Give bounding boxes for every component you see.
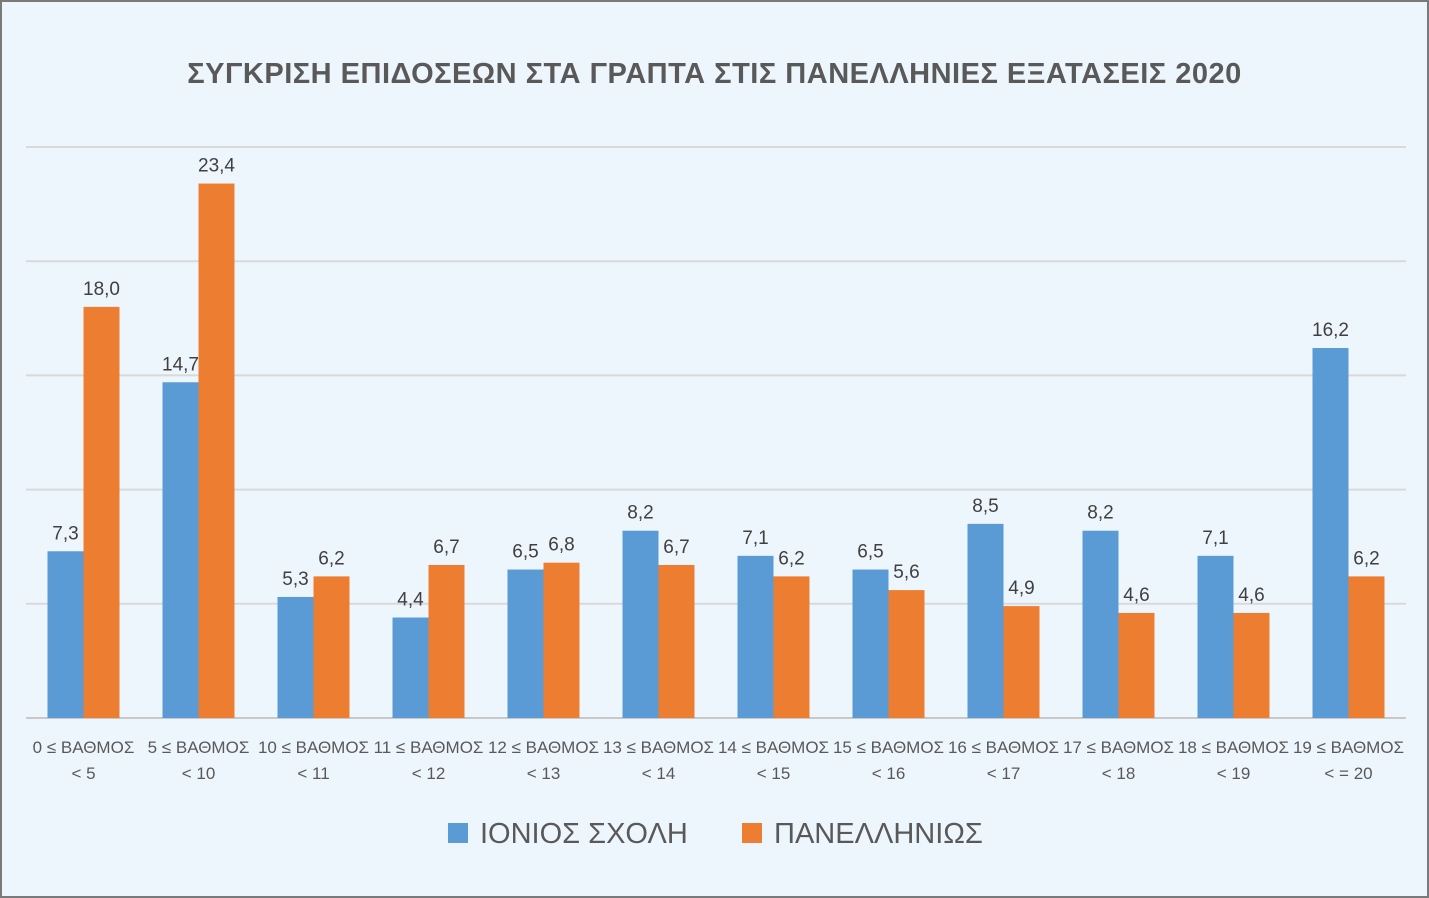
data-label: 6,8 (548, 535, 574, 556)
bar-ionios (47, 551, 84, 718)
legend-label: ΠΑΝΕΛΛΗΝΙΩΣ (774, 818, 983, 850)
bar-panellinios (658, 564, 695, 718)
bar-panellinios (1233, 612, 1270, 718)
data-label: 4,9 (1008, 578, 1034, 599)
x-tick-label: 0 ≤ ΒΑΘΜΟΣ (33, 738, 135, 757)
bar-ionios (967, 523, 1004, 718)
x-tick-label: < 14 (642, 764, 676, 783)
bar-panellinios (773, 576, 810, 718)
x-tick-label: 17 ≤ ΒΑΘΜΟΣ (1063, 738, 1174, 757)
x-tick-label: < 15 (757, 764, 791, 783)
x-tick-label: < 17 (987, 764, 1021, 783)
legend-swatch (742, 823, 762, 843)
bar-ionios (1312, 347, 1349, 718)
x-tick-label: 18 ≤ ΒΑΘΜΟΣ (1178, 738, 1289, 757)
data-label: 7,3 (52, 523, 78, 544)
data-label: 14,7 (162, 354, 199, 375)
bar-panellinios (1348, 576, 1385, 718)
data-label: 4,6 (1123, 585, 1149, 606)
data-label: 16,2 (1312, 320, 1349, 341)
bar-ionios (507, 569, 544, 718)
x-tick-label: < 10 (182, 764, 216, 783)
x-tick-label: 12 ≤ ΒΑΘΜΟΣ (488, 738, 599, 757)
bar-ionios (622, 530, 659, 718)
data-label: 6,5 (512, 542, 538, 563)
x-tick-label: 13 ≤ ΒΑΘΜΟΣ (603, 738, 714, 757)
bar-panellinios (198, 183, 235, 718)
data-label: 6,7 (433, 537, 459, 558)
x-tick-label: < = 20 (1324, 764, 1372, 783)
x-tick-label: < 18 (1102, 764, 1136, 783)
legend-swatch (448, 823, 468, 843)
x-tick-label: < 12 (412, 764, 446, 783)
data-label: 6,2 (1353, 548, 1379, 569)
data-label: 6,2 (778, 548, 804, 569)
data-label: 7,1 (1202, 528, 1228, 549)
bar-ionios (852, 569, 889, 718)
bar-ionios (277, 596, 314, 718)
data-label: 6,7 (663, 537, 689, 558)
data-label: 4,6 (1238, 585, 1264, 606)
bar-panellinios (428, 564, 465, 718)
bar-ionios (162, 382, 199, 718)
data-label: 4,4 (397, 590, 424, 611)
bar-ionios (737, 555, 774, 718)
bar-panellinios (1003, 606, 1040, 718)
x-tick-label: 16 ≤ ΒΑΘΜΟΣ (948, 738, 1059, 757)
data-label: 8,2 (627, 503, 653, 524)
x-tick-label: < 11 (297, 764, 329, 783)
data-label: 5,6 (893, 562, 919, 583)
legend-label: ΙΟΝΙΟΣ ΣΧΟΛΗ (480, 818, 688, 850)
x-tick-label: 10 ≤ ΒΑΘΜΟΣ (258, 738, 369, 757)
bar-ionios (392, 617, 429, 718)
x-tick-label: 19 ≤ ΒΑΘΜΟΣ (1293, 738, 1404, 757)
bar-panellinios (543, 562, 580, 718)
bar-ionios (1197, 555, 1234, 718)
x-tick-label: < 5 (71, 764, 95, 783)
x-tick-label: 15 ≤ ΒΑΘΜΟΣ (833, 738, 944, 757)
bar-panellinios (888, 590, 925, 718)
bar-ionios (1082, 530, 1119, 718)
chart-title: ΣΥΓΚΡΙΣΗ ΕΠΙΔΟΣΕΩΝ ΣΤΑ ΓΡΑΠΤΑ ΣΤΙΣ ΠΑΝΕΛ… (187, 58, 1242, 90)
data-label: 5,3 (282, 569, 308, 590)
data-label: 6,5 (857, 542, 883, 563)
x-tick-label: 14 ≤ ΒΑΘΜΟΣ (718, 738, 829, 757)
data-label: 23,4 (198, 156, 235, 177)
data-label: 8,5 (972, 496, 998, 517)
data-label: 8,2 (1087, 503, 1113, 524)
data-label: 7,1 (742, 528, 768, 549)
x-tick-label: < 19 (1217, 764, 1251, 783)
x-tick-label: < 16 (872, 764, 906, 783)
x-tick-label: 5 ≤ ΒΑΘΜΟΣ (148, 738, 250, 757)
x-tick-label: 11 ≤ ΒΑΘΜΟΣ (374, 738, 484, 757)
bar-panellinios (1118, 612, 1155, 718)
x-tick-label: < 13 (527, 764, 561, 783)
bar-panellinios (313, 576, 350, 718)
data-label: 18,0 (83, 279, 120, 300)
bar-panellinios (83, 306, 120, 718)
data-label: 6,2 (318, 548, 344, 569)
